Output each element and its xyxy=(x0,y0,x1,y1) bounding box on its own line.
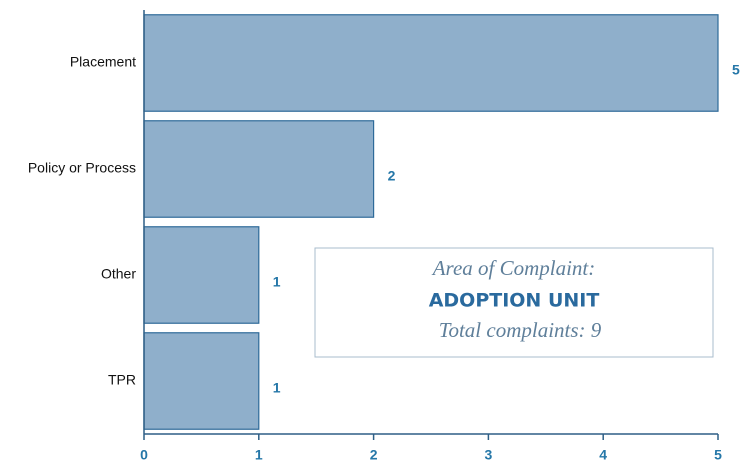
annotation: Total complaints: 9 xyxy=(439,318,602,342)
x-tick-label: 3 xyxy=(485,447,493,463)
x-tick-label: 1 xyxy=(255,447,263,463)
annotation: Area of Complaint: xyxy=(431,256,596,280)
x-tick-label: 0 xyxy=(140,447,148,463)
x-tick-label: 5 xyxy=(714,447,722,463)
bar xyxy=(143,120,375,218)
y-tick-label: Placement xyxy=(70,54,136,70)
y-tick-label: Other xyxy=(101,266,136,282)
data-label: 5 xyxy=(732,62,740,78)
y-tick-label: TPR xyxy=(108,372,136,388)
y-tick-label: Policy or Process xyxy=(28,160,136,176)
bar xyxy=(143,226,260,324)
data-label: 1 xyxy=(273,274,281,290)
bar xyxy=(143,14,719,112)
annotation: ADOPTION UNIT xyxy=(429,290,600,312)
data-label: 2 xyxy=(388,168,396,184)
x-tick-label: 2 xyxy=(370,447,378,463)
data-label: 1 xyxy=(273,380,281,396)
annotation-box xyxy=(314,247,714,358)
bar xyxy=(143,332,260,430)
x-tick-label: 4 xyxy=(599,447,607,463)
